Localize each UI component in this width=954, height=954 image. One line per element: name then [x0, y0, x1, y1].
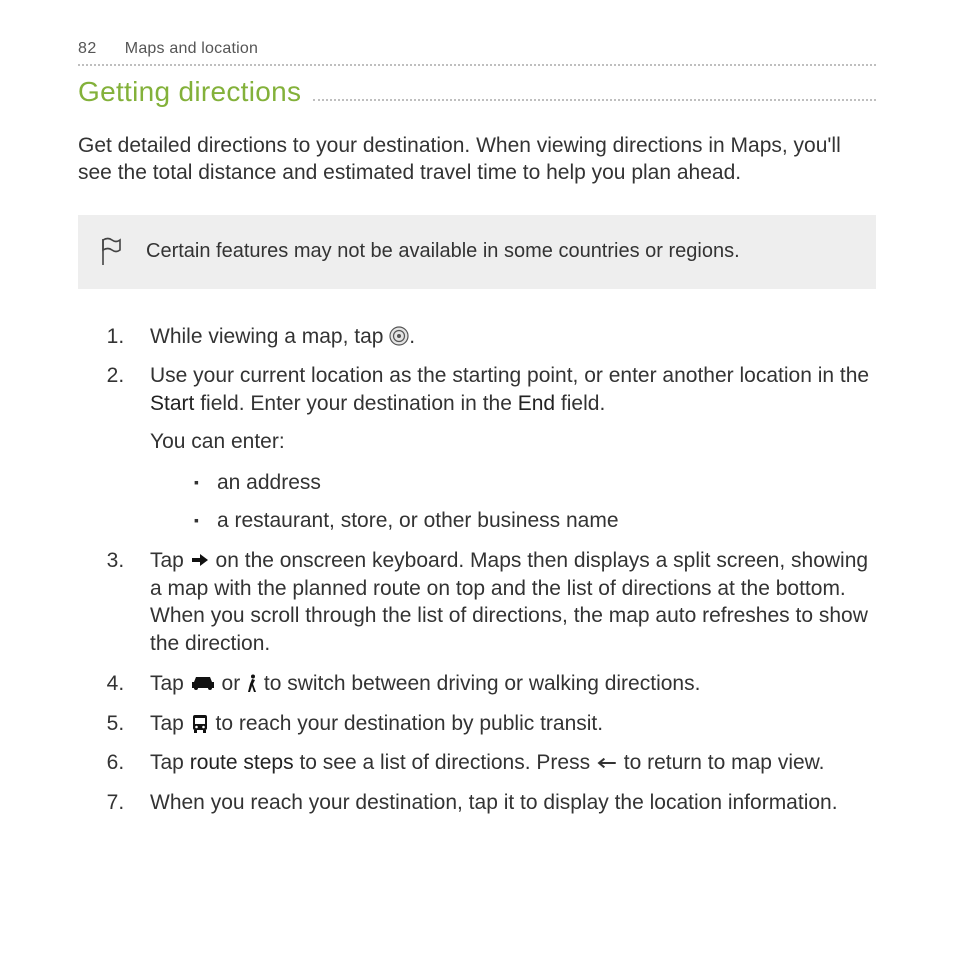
- step-4: Tap or to switch between driving or walk…: [130, 670, 876, 698]
- step-text: to reach your destination by public tran…: [210, 712, 603, 735]
- chapter-title: Maps and location: [125, 40, 258, 58]
- sub-list-item: an address: [194, 469, 876, 497]
- sub-list: an address a restaurant, store, or other…: [150, 469, 876, 534]
- step-text: Tap: [150, 672, 190, 695]
- running-header: 82 Maps and location: [78, 40, 876, 58]
- steps-list: While viewing a map, tap . Use your curr…: [78, 323, 876, 817]
- step-text: on the onscreen keyboard. Maps then disp…: [150, 549, 868, 655]
- walking-icon: [246, 674, 258, 694]
- step-2: Use your current location as the startin…: [130, 362, 876, 535]
- step-text: to see a list of directions. Press: [294, 751, 596, 774]
- step-text: Use your current location as the startin…: [150, 364, 869, 387]
- step-text: Tap: [150, 712, 190, 735]
- note-text: Certain features may not be available in…: [146, 240, 740, 263]
- step-text: .: [409, 325, 415, 348]
- sub-list-item: a restaurant, store, or other business n…: [194, 507, 876, 535]
- document-page: 82 Maps and location Getting directions …: [0, 0, 954, 869]
- bold-label: End: [518, 392, 555, 415]
- divider: [313, 99, 876, 101]
- step-text: Tap: [150, 549, 190, 572]
- arrow-right-icon: [190, 550, 210, 570]
- back-arrow-icon: [596, 756, 618, 770]
- step-text: or: [216, 672, 246, 695]
- target-icon: [389, 326, 409, 346]
- step-text: field.: [555, 392, 605, 415]
- car-icon: [190, 676, 216, 692]
- step-text: to switch between driving or walking dir…: [258, 672, 700, 695]
- flag-icon: [98, 237, 122, 267]
- bold-label: route steps: [190, 751, 294, 774]
- step-5: Tap to reach your destination by public …: [130, 710, 876, 738]
- step-text: While viewing a map, tap: [150, 325, 389, 348]
- step-3: Tap on the onscreen keyboard. Maps then …: [130, 547, 876, 658]
- step-text: field. Enter your destination in the: [194, 392, 517, 415]
- divider: [78, 64, 876, 66]
- page-number: 82: [78, 40, 97, 58]
- note-box: Certain features may not be available in…: [78, 215, 876, 289]
- bold-label: Start: [150, 392, 194, 415]
- step-7: When you reach your destination, tap it …: [130, 789, 876, 817]
- step-1: While viewing a map, tap .: [130, 323, 876, 351]
- step-subtext: You can enter:: [150, 428, 876, 456]
- step-text: Tap: [150, 751, 190, 774]
- step-6: Tap route steps to see a list of directi…: [130, 749, 876, 777]
- bus-icon: [190, 714, 210, 734]
- section-heading-row: Getting directions: [78, 76, 876, 108]
- step-text: to return to map view.: [624, 751, 825, 774]
- section-title: Getting directions: [78, 76, 301, 108]
- intro-paragraph: Get detailed directions to your destinat…: [78, 132, 876, 187]
